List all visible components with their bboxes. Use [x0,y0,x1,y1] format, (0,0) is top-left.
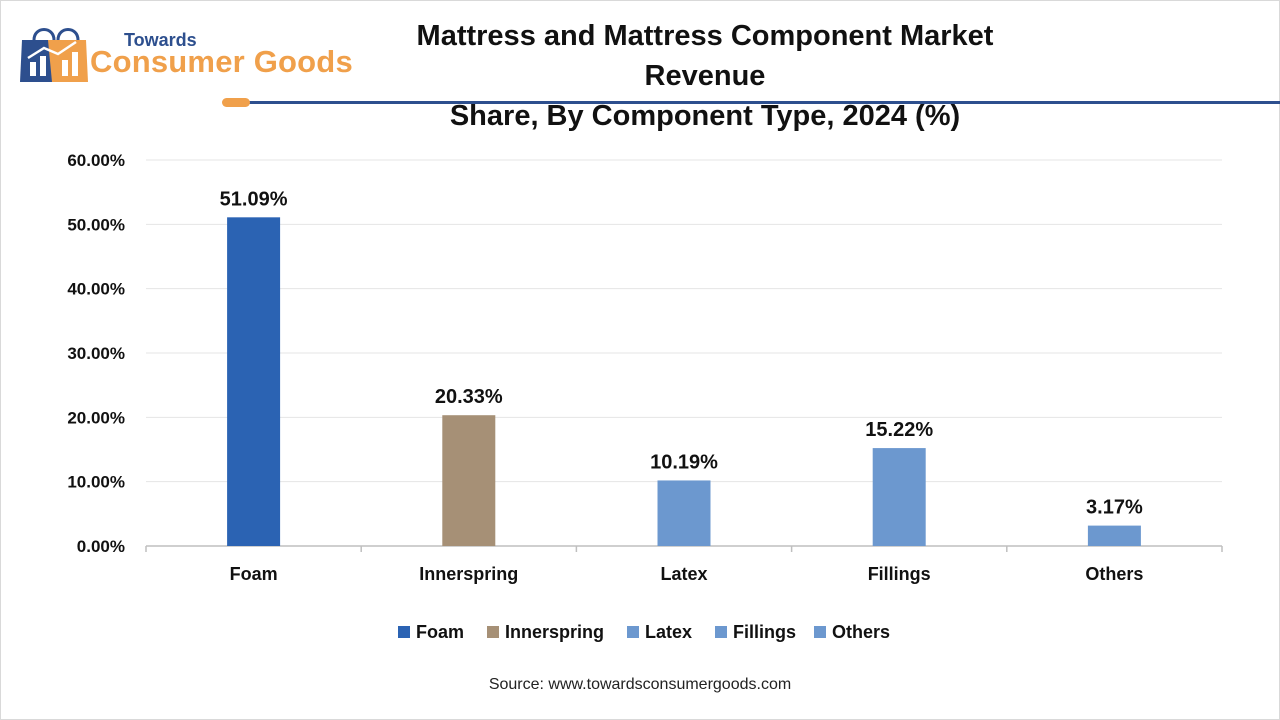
chart-title: Mattress and Mattress Component Market R… [400,16,1010,136]
y-tick-label: 40.00% [67,280,125,299]
legend-label: Foam [416,622,464,642]
title-underline-accent [222,98,250,107]
bar-others [1087,525,1141,546]
y-tick-label: 10.00% [67,473,125,492]
brand-logo: Towards Consumer Goods [18,18,378,88]
legend-swatch [627,626,639,638]
legend-swatch [814,626,826,638]
legend-swatch [487,626,499,638]
x-tick-label: Latex [660,564,707,584]
legend-label: Latex [645,622,692,642]
data-label: 3.17% [1086,497,1143,519]
legend-label: Innerspring [505,622,604,642]
chart-title-line-2: Share, By Component Type, 2024 (%) [449,100,961,132]
bar-latex [657,480,711,546]
data-label: 15.22% [865,419,933,441]
data-label: 51.09% [220,188,288,210]
bar-innerspring [442,415,496,546]
legend-swatch [398,626,410,638]
logo-text-consumer-goods: Consumer Goods [90,44,353,79]
bar-foam [227,217,281,547]
x-tick-label: Foam [230,564,278,584]
x-tick-label: Others [1085,564,1143,584]
legend-label: Others [832,622,890,642]
y-tick-label: 60.00% [67,151,125,170]
y-tick-label: 30.00% [67,344,125,363]
data-label: 20.33% [435,386,503,408]
legend-label: Fillings [733,622,796,642]
source-note: Source: www.towardsconsumergoods.com [488,676,792,693]
y-tick-label: 0.00% [77,537,125,556]
legend-swatch [715,626,727,638]
y-tick-label: 50.00% [67,215,125,234]
chart-title-line-1: Mattress and Mattress Component Market R… [416,20,994,92]
x-tick-label: Fillings [868,564,931,584]
title-underline [232,101,1280,104]
data-label: 10.19% [650,451,718,473]
x-tick-label: Innerspring [419,564,518,584]
y-tick-label: 20.00% [67,408,125,427]
shopping-bag-logo-icon [20,28,88,82]
bar-fillings [872,448,926,546]
logo-text-towards: Towards [124,30,197,50]
